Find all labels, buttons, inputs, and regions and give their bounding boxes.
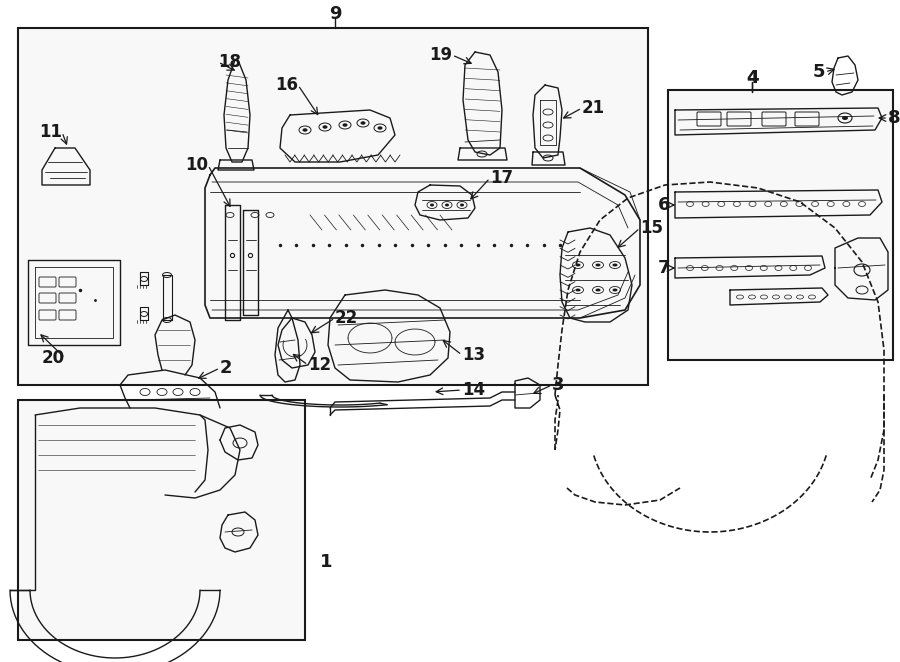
- Text: 3: 3: [552, 376, 564, 394]
- Ellipse shape: [343, 123, 347, 126]
- Text: 9: 9: [328, 5, 341, 23]
- Ellipse shape: [430, 203, 434, 207]
- Text: 16: 16: [275, 76, 298, 94]
- Text: 10: 10: [185, 156, 208, 174]
- Ellipse shape: [460, 203, 464, 207]
- Ellipse shape: [596, 289, 600, 291]
- Text: 4: 4: [746, 69, 758, 87]
- Ellipse shape: [613, 289, 617, 291]
- Ellipse shape: [377, 126, 382, 130]
- Ellipse shape: [575, 263, 580, 267]
- Bar: [18, 28, 648, 385]
- Text: 21: 21: [582, 99, 605, 117]
- Bar: [668, 90, 893, 360]
- Bar: [18, 400, 305, 640]
- Ellipse shape: [361, 121, 365, 124]
- Ellipse shape: [613, 263, 617, 267]
- Ellipse shape: [322, 125, 328, 128]
- Text: 12: 12: [308, 356, 331, 374]
- Text: 15: 15: [640, 219, 663, 237]
- Text: 11: 11: [39, 123, 62, 141]
- Text: 4: 4: [746, 69, 758, 87]
- Text: 20: 20: [42, 349, 65, 367]
- Text: 8: 8: [888, 109, 900, 127]
- Text: 7: 7: [658, 259, 670, 277]
- Text: 14: 14: [462, 381, 485, 399]
- Ellipse shape: [575, 289, 580, 291]
- Text: 19: 19: [429, 46, 452, 64]
- Text: 18: 18: [218, 53, 241, 71]
- Text: 22: 22: [335, 309, 358, 327]
- Text: 1: 1: [320, 553, 332, 571]
- Ellipse shape: [596, 263, 600, 267]
- Text: 2: 2: [220, 359, 232, 377]
- Text: 5: 5: [813, 63, 825, 81]
- Text: 6: 6: [658, 196, 670, 214]
- Text: 13: 13: [462, 346, 485, 364]
- Text: 17: 17: [490, 169, 513, 187]
- Ellipse shape: [445, 203, 449, 207]
- Ellipse shape: [842, 116, 848, 120]
- Ellipse shape: [302, 128, 308, 132]
